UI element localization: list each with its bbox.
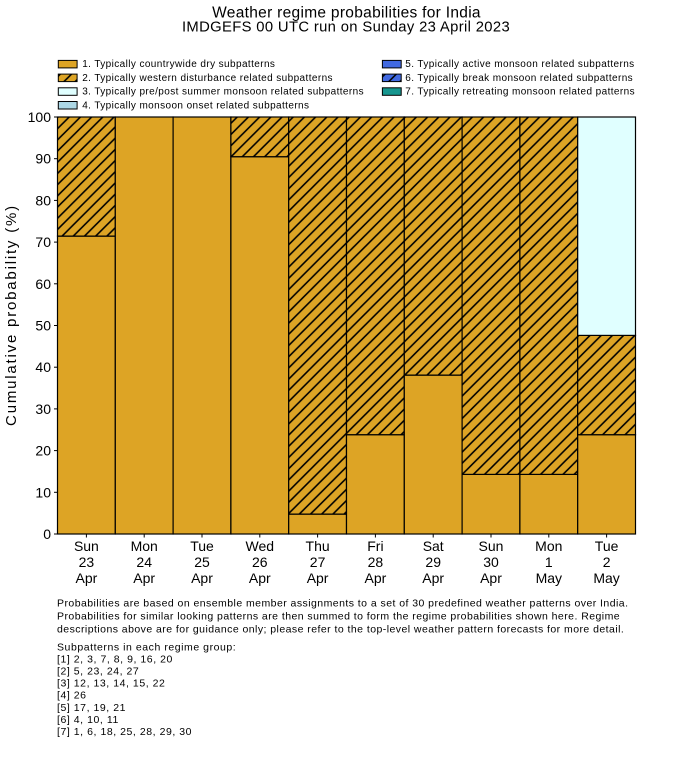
svg-text:IMDGEFS 00 UTC run on Sunday 2: IMDGEFS 00 UTC run on Sunday 23 April 20… (182, 19, 510, 35)
svg-text:2: 2 (603, 554, 611, 570)
svg-text:4. Typically monsoon onset rel: 4. Typically monsoon onset related subpa… (82, 100, 309, 111)
svg-text:3. Typically pre/post summer m: 3. Typically pre/post summer monsoon rel… (82, 87, 364, 98)
svg-text:Apr: Apr (76, 570, 98, 586)
svg-text:Fri: Fri (367, 538, 383, 554)
svg-text:20: 20 (35, 443, 51, 459)
svg-text:Apr: Apr (365, 570, 387, 586)
svg-text:30: 30 (483, 554, 499, 570)
svg-text:0: 0 (43, 526, 51, 542)
svg-text:26: 26 (252, 554, 268, 570)
svg-text:80: 80 (35, 192, 51, 208)
svg-text:Thu: Thu (306, 538, 330, 554)
svg-text:Tue: Tue (595, 538, 619, 554)
svg-text:Apr: Apr (249, 570, 271, 586)
svg-text:25: 25 (194, 554, 210, 570)
svg-text:60: 60 (35, 276, 51, 292)
svg-text:Subpatterns in each regime gro: Subpatterns in each regime group: (57, 641, 236, 653)
svg-text:Apr: Apr (480, 570, 502, 586)
svg-text:Wed: Wed (246, 538, 275, 554)
svg-text:Apr: Apr (133, 570, 155, 586)
svg-text:90: 90 (35, 151, 51, 167)
svg-text:5. Typically active monsoon re: 5. Typically active monsoon related subp… (405, 59, 634, 70)
svg-text:1. Typically countrywide dry s: 1. Typically countrywide dry subpatterns (82, 59, 275, 70)
svg-text:Probabilities for similar look: Probabilities for similar looking patter… (57, 611, 620, 623)
svg-text:Weather regime probabilities f: Weather regime probabilities for India (212, 5, 481, 22)
svg-text:30: 30 (35, 401, 51, 417)
svg-text:Apr: Apr (422, 570, 444, 586)
svg-text:2. Typically western disturban: 2. Typically western disturbance related… (82, 73, 333, 84)
svg-text:[4] 26: [4] 26 (57, 690, 87, 702)
svg-text:[1] 2, 3, 7, 8, 9, 16, 20: [1] 2, 3, 7, 8, 9, 16, 20 (57, 653, 173, 665)
svg-text:[5] 17, 19, 21: [5] 17, 19, 21 (57, 702, 126, 714)
svg-text:May: May (536, 570, 562, 586)
svg-text:[6] 4, 10, 11: [6] 4, 10, 11 (57, 714, 119, 726)
svg-text:1: 1 (545, 554, 553, 570)
svg-text:29: 29 (425, 554, 441, 570)
svg-text:23: 23 (79, 554, 95, 570)
svg-text:May: May (593, 570, 619, 586)
svg-text:[3] 12, 13, 14, 15, 22: [3] 12, 13, 14, 15, 22 (57, 678, 165, 690)
svg-text:7. Typically retreating monsoo: 7. Typically retreating monsoon related … (405, 87, 635, 98)
svg-text:Mon: Mon (131, 538, 158, 554)
svg-text:Sun: Sun (74, 538, 99, 554)
svg-text:Sat: Sat (423, 538, 444, 554)
svg-text:70: 70 (35, 234, 51, 250)
svg-text:Tue: Tue (190, 538, 214, 554)
svg-text:27: 27 (310, 554, 326, 570)
svg-text:[7] 1, 6, 18, 25, 28, 29, 30: [7] 1, 6, 18, 25, 28, 29, 30 (57, 726, 192, 738)
svg-text:6. Typically break monsoon rel: 6. Typically break monsoon related subpa… (405, 73, 633, 84)
svg-text:descriptions above are for gui: descriptions above are for guidance only… (57, 624, 624, 636)
svg-text:28: 28 (368, 554, 384, 570)
svg-text:[2] 5, 23, 24, 27: [2] 5, 23, 24, 27 (57, 666, 139, 678)
svg-text:Cumulative probability (%): Cumulative probability (%) (3, 204, 20, 426)
svg-text:Probabilities are based on ens: Probabilities are based on ensemble memb… (57, 598, 628, 610)
svg-text:40: 40 (35, 359, 51, 375)
svg-text:Sun: Sun (479, 538, 504, 554)
svg-text:10: 10 (35, 484, 51, 500)
svg-text:Mon: Mon (535, 538, 562, 554)
svg-text:Apr: Apr (307, 570, 329, 586)
svg-text:50: 50 (35, 318, 51, 334)
svg-text:100: 100 (28, 109, 52, 125)
svg-text:Apr: Apr (191, 570, 213, 586)
svg-text:24: 24 (136, 554, 152, 570)
